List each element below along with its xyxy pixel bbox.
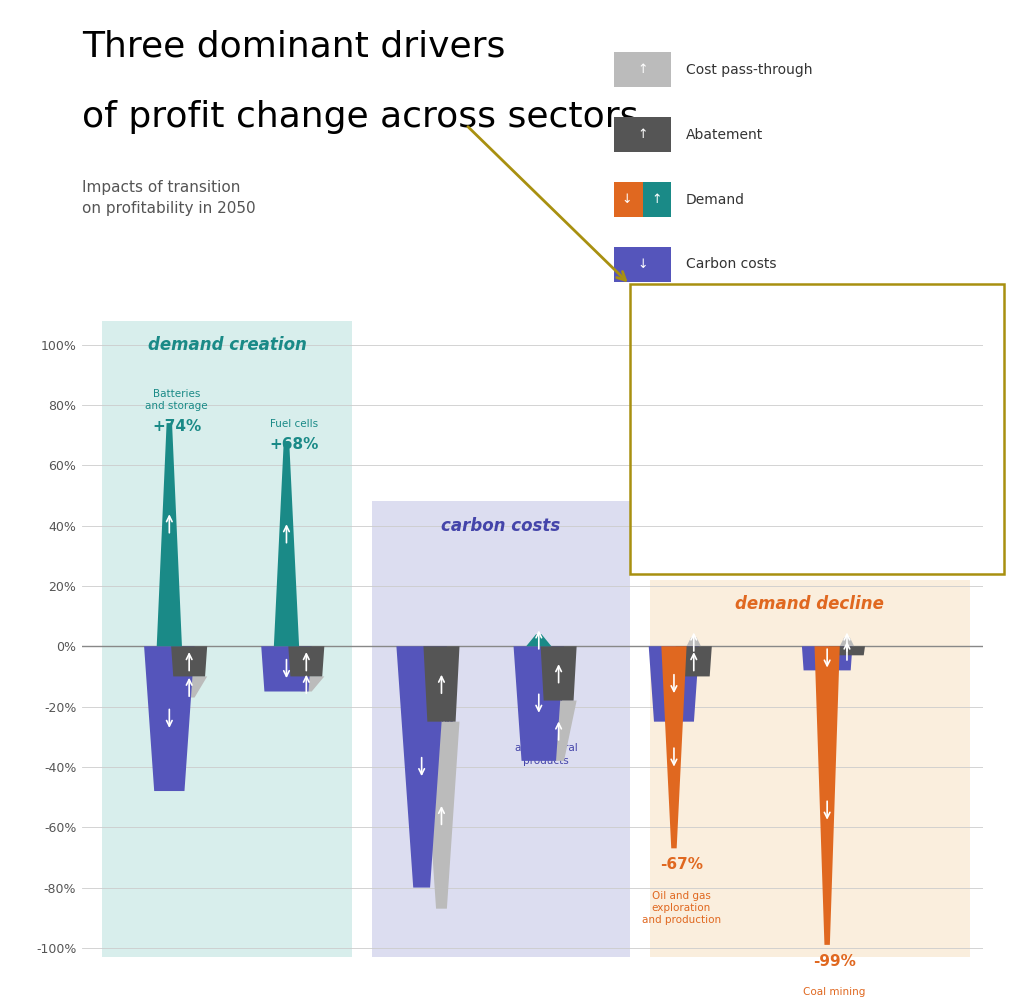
Polygon shape — [424, 647, 460, 722]
Polygon shape — [157, 423, 182, 647]
Polygon shape — [171, 677, 207, 698]
Polygon shape — [676, 647, 712, 677]
Text: -67%: -67% — [659, 857, 702, 872]
Text: Carbon costs: Carbon costs — [686, 257, 776, 271]
Text: Aluminum: Aluminum — [402, 719, 456, 729]
Text: Abatement: Abatement — [686, 128, 763, 142]
Text: ↑: ↑ — [651, 193, 662, 207]
Polygon shape — [541, 701, 577, 760]
Text: Oil and gas
exploration
and production: Oil and gas exploration and production — [642, 890, 721, 925]
Polygon shape — [396, 647, 446, 887]
Text: Coal mining: Coal mining — [803, 987, 865, 997]
Polygon shape — [541, 647, 577, 701]
Polygon shape — [829, 647, 865, 656]
Polygon shape — [171, 647, 207, 677]
Text: Impacts of transition
on profitability in 2050: Impacts of transition on profitability i… — [82, 180, 256, 216]
Text: -14%: -14% — [524, 698, 567, 713]
Bar — [372, 501, 630, 957]
Polygon shape — [144, 647, 195, 791]
Text: demand decline: demand decline — [735, 595, 884, 613]
Text: demand creation: demand creation — [147, 335, 306, 353]
Text: +74%: +74% — [152, 418, 201, 433]
Text: ↑: ↑ — [637, 63, 648, 77]
Bar — [101, 320, 352, 957]
Text: Mining
and mineral
products: Mining and mineral products — [515, 731, 578, 765]
Text: Three dominant drivers: Three dominant drivers — [82, 30, 505, 64]
Text: Demand: Demand — [686, 193, 745, 207]
Text: ↓: ↓ — [637, 257, 648, 271]
Polygon shape — [289, 677, 325, 692]
Bar — [649, 580, 970, 957]
Text: of profit change across sectors: of profit change across sectors — [82, 100, 638, 134]
Polygon shape — [662, 647, 686, 848]
Polygon shape — [686, 637, 701, 647]
Text: +68%: +68% — [269, 437, 318, 452]
Text: carbon costs: carbon costs — [441, 517, 560, 535]
Polygon shape — [649, 647, 699, 722]
Text: ↓: ↓ — [622, 193, 632, 207]
Text: Fuel cells: Fuel cells — [269, 419, 317, 429]
Polygon shape — [526, 634, 551, 647]
Text: ↑: ↑ — [637, 128, 648, 142]
Text: -99%: -99% — [813, 954, 856, 969]
Polygon shape — [814, 647, 840, 945]
Polygon shape — [273, 441, 299, 647]
Polygon shape — [261, 647, 311, 692]
Text: Batteries
and storage: Batteries and storage — [145, 388, 208, 411]
Text: -10%: -10% — [408, 686, 451, 701]
Polygon shape — [802, 647, 852, 671]
Polygon shape — [840, 637, 854, 647]
Polygon shape — [514, 647, 564, 760]
Polygon shape — [424, 722, 460, 908]
Polygon shape — [289, 647, 325, 677]
Text: Cost pass-through: Cost pass-through — [686, 63, 813, 77]
